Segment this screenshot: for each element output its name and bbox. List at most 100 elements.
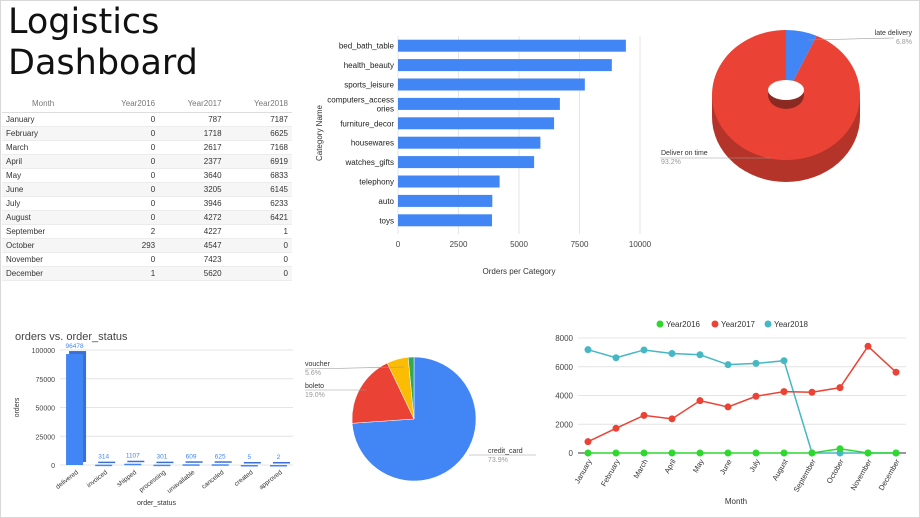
legend-label: Year2016 (666, 320, 701, 329)
category-label: telephony (359, 178, 394, 187)
x-tick-label: 0 (396, 240, 401, 249)
value-cell: 5620 (159, 266, 226, 281)
data-point (864, 342, 872, 350)
pie-slice (407, 356, 415, 420)
value-cell: 6919 (225, 154, 292, 169)
x-tick-label: March (632, 458, 650, 481)
data-point (640, 411, 648, 419)
series-line (588, 448, 897, 454)
y-tick-label: 50000 (36, 406, 56, 413)
bar (211, 464, 229, 466)
category-label: toys (379, 216, 394, 225)
bar-depth (214, 461, 232, 463)
data-point (780, 449, 788, 457)
bar-depth (127, 460, 145, 463)
pie-label: credit_card (488, 448, 523, 455)
bar (66, 354, 84, 465)
table-row: December 1 5620 0 (2, 266, 292, 281)
legend-label: Year2017 (721, 320, 756, 329)
data-point (696, 351, 704, 359)
category-label: furniture_decor (340, 119, 394, 128)
bar (398, 136, 541, 149)
value-cell: 0 (92, 112, 160, 127)
data-point (640, 346, 648, 354)
data-label: 96478 (66, 343, 84, 350)
value-cell: 787 (159, 112, 226, 127)
category-label: created (233, 469, 255, 488)
month-cell: July (2, 196, 93, 211)
month-cell: May (2, 168, 93, 183)
x-tick-label: September (792, 457, 818, 494)
column-header: Month (2, 94, 93, 113)
table-row: July 0 3946 6233 (2, 196, 292, 211)
y-tick-label: 8000 (555, 334, 573, 343)
value-cell: 7168 (225, 140, 292, 155)
value-cell: 0 (92, 210, 160, 225)
bar (398, 156, 535, 169)
pie-value-label: 73.9% (488, 457, 508, 464)
pie-value-label: 5.6% (305, 370, 321, 377)
value-cell: 0 (92, 168, 160, 183)
bar (153, 464, 171, 467)
monthly-orders-table: Month Year2016 Year2017 Year2018 January… (2, 94, 292, 281)
pie-label: boleto (305, 383, 324, 390)
series-line (587, 345, 897, 443)
value-cell: 0 (92, 196, 160, 211)
data-point (612, 424, 620, 432)
y-tick-label: 75000 (36, 377, 56, 384)
value-cell: 0 (92, 154, 160, 169)
data-label: 2 (277, 454, 281, 461)
category-label: unavailable (166, 469, 197, 495)
value-cell: 6421 (225, 210, 292, 225)
pie-label: voucher (305, 361, 331, 368)
month-cell: October (2, 238, 93, 253)
pie-value-label: 6.8% (896, 39, 912, 46)
category-label: computers_access (327, 95, 394, 104)
data-point (612, 354, 620, 362)
category-label: approved (258, 469, 284, 491)
value-cell: 6233 (225, 196, 292, 211)
x-tick-label: 2500 (450, 240, 468, 249)
chart-title: orders vs. order_status (15, 331, 128, 343)
value-cell: 3946 (159, 196, 226, 211)
x-tick-label: July (747, 457, 762, 473)
table-row: October 293 4547 0 (2, 238, 292, 253)
value-cell: 0 (225, 266, 292, 281)
x-tick-label: May (691, 457, 706, 474)
data-point (808, 388, 816, 396)
value-cell: 0 (225, 238, 292, 253)
x-axis-label: Orders per Category (483, 267, 556, 276)
category-label: health_beauty (344, 61, 394, 70)
category-label: auto (378, 197, 394, 206)
bar (398, 117, 555, 130)
delivery-donut-chart: late delivery 6.8% Deliver on time 93.2% (660, 30, 912, 182)
data-point (612, 449, 620, 457)
data-point (752, 392, 760, 400)
column-header: Year2018 (225, 94, 292, 113)
value-cell: 0 (92, 252, 160, 267)
value-cell: 0 (92, 140, 160, 155)
x-tick-label: February (599, 457, 622, 488)
month-cell: August (2, 210, 93, 225)
x-tick-label: November (849, 457, 874, 492)
category-label: watches_gifts (345, 158, 394, 167)
category-label: housewares (351, 139, 394, 148)
data-point (668, 415, 676, 423)
table-row: November 0 7423 0 (2, 252, 292, 267)
bar (182, 464, 200, 466)
data-label: 625 (215, 453, 226, 460)
month-cell: February (2, 126, 93, 141)
y-tick-label: 0 (569, 449, 574, 458)
legend-label: Year2018 (774, 320, 809, 329)
data-label: 609 (186, 453, 197, 460)
x-tick-label: June (718, 458, 734, 477)
x-tick-label: August (770, 457, 790, 483)
month-cell: April (2, 154, 93, 169)
data-point (892, 368, 900, 376)
data-point (752, 359, 760, 367)
data-point (668, 350, 676, 358)
bar-depth (185, 461, 203, 463)
bar (95, 464, 113, 467)
value-cell: 6625 (225, 126, 292, 141)
table-row: May 0 3640 6833 (2, 168, 292, 183)
